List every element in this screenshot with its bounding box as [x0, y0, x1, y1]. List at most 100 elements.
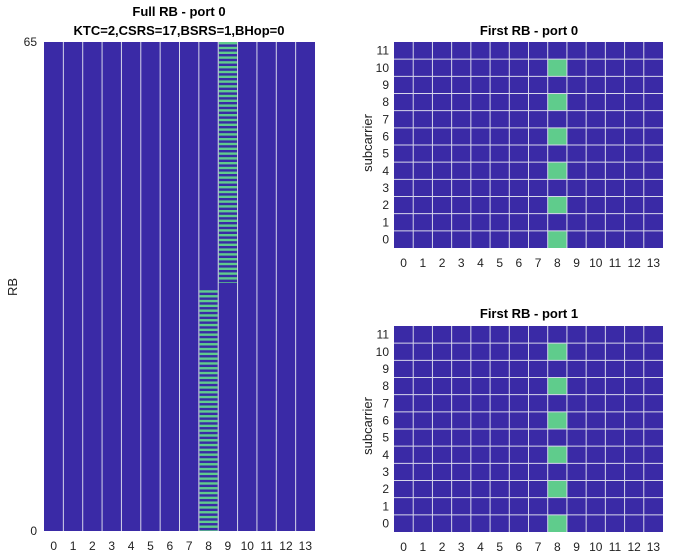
srs-stripe-gap	[199, 518, 218, 521]
srs-stripe-gap	[199, 465, 218, 468]
x-tick-label: 4	[477, 256, 484, 270]
srs-stripe-gap	[218, 207, 238, 210]
x-tick-label: 0	[400, 540, 407, 554]
srs-stripe-gap	[199, 494, 218, 497]
srs-stripe-gap	[218, 169, 238, 172]
srs-stripe-gap	[218, 121, 238, 124]
srs-stripe-gap	[218, 202, 238, 206]
srs-stripe-gap	[218, 270, 238, 273]
srs-stripe-gap	[199, 455, 218, 459]
y-tick-label: 0	[382, 232, 389, 246]
srs-stripe-gap	[199, 379, 218, 382]
x-tick-label: 13	[299, 539, 313, 553]
srs-stripe-gap	[218, 102, 238, 105]
srs-stripe-gap	[218, 68, 238, 71]
srs-stripe-gap	[218, 174, 238, 177]
srs-stripe-gap	[218, 236, 238, 239]
x-tick-label: 8	[554, 540, 561, 554]
x-tick-label: 4	[128, 539, 135, 553]
y-tick-label: 3	[382, 465, 389, 479]
y-tick-label: 11	[377, 44, 390, 58]
y-tick-label: 65	[24, 35, 38, 49]
srs-stripe-gap	[218, 246, 238, 249]
srs-stripe-gap	[218, 198, 238, 201]
srs-stripe-gap	[199, 393, 218, 396]
chart-full-rb-port-0: Full RB - port 0 KTC=2,CSRS=17,BSRS=1,BH…	[5, 4, 315, 553]
srs-stripe-gap	[218, 274, 238, 278]
srs-stripe-gap	[199, 527, 218, 531]
y-tick-label: 2	[382, 198, 389, 212]
srs-stripe-gap	[199, 470, 218, 473]
srs-stripe-gap	[218, 193, 238, 196]
y-tick-label: 0	[382, 516, 389, 530]
y-axis-label: RB	[5, 278, 20, 296]
x-tick-label: 3	[458, 540, 465, 554]
srs-stripe-gap	[218, 154, 238, 158]
srs-stripe-gap	[199, 316, 218, 320]
x-tick-label: 1	[70, 539, 77, 553]
srs-stripe-gap	[218, 58, 238, 62]
srs-stripe-gap	[218, 159, 238, 162]
x-tick-label: 3	[108, 539, 115, 553]
srs-cell-subcarrier-2	[547, 480, 567, 498]
x-tick-label: 6	[516, 256, 523, 270]
srs-stripe-gap	[199, 369, 218, 372]
x-tick-label: 5	[496, 256, 503, 270]
srs-stripe-gap	[199, 503, 218, 507]
srs-cell-subcarrier-0	[547, 514, 567, 532]
y-tick-label: 6	[382, 129, 389, 143]
srs-stripe-gap	[199, 479, 218, 483]
y-tick-label: 4	[382, 448, 389, 462]
y-tick-label: 10	[376, 61, 390, 75]
y-tick-label: 11	[377, 328, 390, 342]
x-tick-label: 9	[225, 539, 232, 553]
x-tick-label: 13	[647, 256, 661, 270]
srs-stripe-gap	[218, 217, 238, 220]
x-tick-label: 9	[573, 540, 580, 554]
srs-stripe-gap	[218, 183, 238, 186]
y-tick-label: 1	[382, 499, 389, 513]
srs-stripe-gap	[218, 63, 238, 66]
srs-stripe-gap	[199, 417, 218, 420]
srs-stripe-gap	[218, 255, 238, 258]
srs-cell-subcarrier-4	[547, 162, 567, 180]
srs-stripe-gap	[218, 222, 238, 225]
srs-stripe-gap	[218, 164, 238, 167]
srs-stripe-gap	[218, 106, 238, 110]
srs-cell-subcarrier-8	[547, 377, 567, 395]
x-tick-label: 4	[477, 540, 484, 554]
y-axis-label: subcarrier	[360, 113, 375, 171]
x-tick-label: 7	[186, 539, 193, 553]
x-tick-label: 10	[589, 256, 603, 270]
chart-title: First RB - port 0	[480, 23, 578, 38]
srs-stripe-gap	[218, 212, 238, 215]
srs-stripe-gap	[199, 383, 218, 387]
x-tick-label: 2	[89, 539, 96, 553]
srs-stripe-gap	[199, 431, 218, 435]
srs-stripe-gap	[199, 436, 218, 440]
srs-stripe-gap	[218, 150, 238, 153]
srs-stripe-gap	[199, 475, 218, 478]
x-tick-label: 11	[609, 540, 622, 554]
x-tick-label: 1	[419, 540, 426, 554]
y-tick-label: 8	[382, 95, 389, 109]
srs-stripe-gap	[199, 364, 218, 368]
srs-stripe-gap	[218, 226, 238, 230]
srs-stripe-gap	[199, 307, 218, 310]
srs-stripe-gap	[199, 523, 218, 526]
x-tick-label: 7	[535, 256, 542, 270]
x-tick-label: 6	[166, 539, 173, 553]
srs-stripe-gap	[199, 441, 218, 444]
y-tick-label: 2	[382, 482, 389, 496]
srs-stripe-gap	[218, 178, 238, 182]
y-tick-label: 0	[30, 524, 37, 538]
x-tick-label: 11	[260, 539, 273, 553]
x-tick-label: 10	[589, 540, 603, 554]
srs-stripe-gap	[199, 513, 218, 516]
y-tick-label: 8	[382, 379, 389, 393]
srs-stripe-gap	[218, 54, 238, 57]
srs-stripe-gap	[218, 126, 238, 129]
srs-cell-subcarrier-10	[547, 59, 567, 77]
